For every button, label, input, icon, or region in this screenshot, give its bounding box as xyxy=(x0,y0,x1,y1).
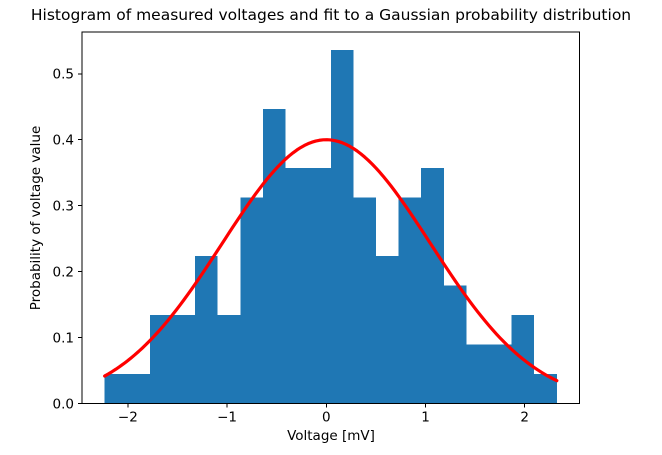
x-tick-label: −2 xyxy=(118,410,138,426)
y-tick-label: 0.3 xyxy=(53,198,74,214)
x-tick-label: 0 xyxy=(322,410,331,426)
y-tick-label: 0.2 xyxy=(53,264,74,280)
histogram-bar xyxy=(262,108,286,404)
histogram-bar xyxy=(466,344,490,404)
histogram-bar xyxy=(308,167,331,404)
x-tick-label: −1 xyxy=(217,410,237,426)
histogram-bar xyxy=(421,167,444,404)
chart-title: Histogram of measured voltages and fit t… xyxy=(30,6,632,24)
histogram-bar xyxy=(489,344,512,404)
x-axis-label: Voltage [mV] xyxy=(287,428,375,444)
histogram-bar xyxy=(534,374,557,404)
histogram-bar xyxy=(375,256,399,404)
histogram-bar xyxy=(149,315,173,404)
histogram-bar xyxy=(104,374,128,404)
histogram-bar xyxy=(330,49,354,404)
histogram-bar xyxy=(240,197,263,404)
x-tick-label: 2 xyxy=(520,410,529,426)
histogram-bar xyxy=(443,285,467,404)
y-tick-label: 0.1 xyxy=(53,330,74,346)
x-tick-label: 1 xyxy=(421,410,430,426)
y-tick-label: 0.0 xyxy=(53,396,74,412)
histogram-bar xyxy=(172,315,196,404)
y-tick-label: 0.4 xyxy=(53,133,74,149)
axes-spines xyxy=(81,31,580,404)
histogram-bar xyxy=(285,167,309,404)
histogram-bar xyxy=(127,374,150,404)
histogram-bar xyxy=(353,197,376,404)
gaussian-fit-line xyxy=(103,138,559,383)
histogram-bar xyxy=(398,197,422,404)
y-tick-label: 0.5 xyxy=(53,67,74,83)
histogram-bar xyxy=(217,315,241,404)
histogram-bar xyxy=(195,256,218,404)
